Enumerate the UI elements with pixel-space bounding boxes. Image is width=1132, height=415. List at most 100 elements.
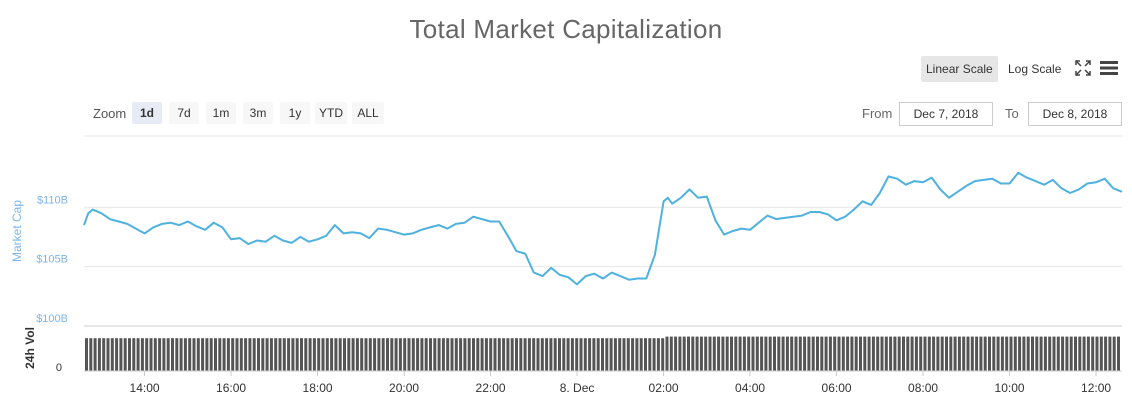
volume-bar (721, 336, 725, 371)
volume-bar (252, 338, 256, 371)
volume-bar (781, 336, 785, 371)
volume-bar (575, 338, 579, 371)
volume-bar (669, 336, 673, 371)
volume-bar (678, 336, 682, 371)
volume-bar (970, 336, 974, 371)
volume-bar (1035, 336, 1039, 371)
x-tick-label: 18:00 (303, 381, 333, 395)
zoom-1d-button[interactable]: 1d (132, 102, 162, 124)
volume-bar (966, 336, 970, 371)
volume-bar (738, 336, 742, 371)
y-tick-label: $110B (37, 194, 68, 206)
volume-bar (429, 338, 432, 371)
zoom-all-button[interactable]: ALL (352, 102, 384, 124)
linear-scale-button[interactable]: Linear Scale (921, 56, 998, 82)
x-tick-label: 22:00 (476, 381, 506, 395)
volume-bar (312, 338, 316, 371)
volume-bar (196, 338, 200, 371)
volume-bar (360, 338, 364, 371)
fullscreen-icon[interactable] (1075, 60, 1091, 76)
volume-bar (420, 338, 424, 371)
volume-bar (566, 338, 570, 371)
from-date-input[interactable]: Dec 7, 2018 (899, 102, 993, 126)
volume-bar (906, 336, 910, 371)
volume-bar (588, 338, 592, 371)
x-tick-label: 10:00 (995, 381, 1025, 395)
x-tick-label: 12:00 (1081, 381, 1111, 395)
volume-bar (433, 338, 437, 371)
zoom-1m-button[interactable]: 1m (206, 102, 236, 124)
volume-bars (85, 336, 1120, 371)
volume-bar (691, 336, 695, 371)
zoom-1y-button[interactable]: 1y (280, 102, 310, 124)
menu-icon[interactable] (1100, 60, 1118, 76)
volume-bar (936, 336, 940, 371)
volume-bar (1005, 336, 1009, 371)
x-tick-label: 20:00 (389, 381, 419, 395)
volume-bar (777, 336, 781, 371)
volume-bar (506, 338, 510, 371)
volume-bar (407, 338, 411, 371)
to-label: To (1005, 106, 1019, 121)
volume-bar (377, 338, 381, 371)
volume-bar (334, 338, 338, 371)
volume-bar (123, 338, 127, 371)
volume-bar (730, 336, 733, 371)
volume-bar (274, 338, 278, 371)
volume-bar (132, 338, 136, 371)
volume-bar (317, 338, 321, 371)
volume-bar (201, 338, 205, 371)
volume-bar (480, 338, 484, 371)
volume-bar (119, 338, 123, 371)
volume-bar (1091, 336, 1095, 371)
volume-bar (975, 336, 979, 371)
volume-bar (910, 336, 914, 371)
zoom-3m-button[interactable]: 3m (243, 102, 273, 124)
volume-bar (1082, 336, 1086, 371)
volume-bar (983, 336, 987, 371)
volume-bar (450, 338, 454, 371)
log-scale-button[interactable]: Log Scale (1008, 62, 1062, 76)
x-tick-label: 04:00 (735, 381, 765, 395)
volume-bar (205, 338, 209, 371)
volume-bar (717, 336, 721, 371)
volume-bar (166, 338, 170, 371)
volume-bar (394, 338, 398, 371)
volume-bar (1043, 336, 1047, 371)
volume-bar (523, 338, 527, 371)
volume-bar (102, 338, 106, 371)
volume-bar (897, 336, 901, 371)
volume-bar (785, 336, 789, 371)
market-cap-line (83, 171, 1123, 286)
volume-bar (162, 338, 166, 371)
volume-bar (218, 338, 222, 371)
y-tick-label: $100B (36, 313, 68, 325)
zoom-ytd-button[interactable]: YTD (315, 102, 347, 124)
volume-bar (940, 336, 944, 371)
volume-bar (188, 338, 192, 371)
volume-bar (751, 336, 755, 371)
volume-bar (364, 338, 368, 371)
volume-bar (601, 338, 604, 371)
volume-bar (257, 338, 260, 371)
volume-bar (704, 336, 708, 371)
volume-bar (583, 338, 587, 371)
volume-bar (828, 336, 832, 371)
from-label: From (862, 106, 893, 121)
volume-bar (1018, 336, 1022, 371)
volume-bar (807, 336, 811, 371)
volume-bar (957, 336, 961, 371)
x-tick-label: 06:00 (822, 381, 852, 395)
to-date-input[interactable]: Dec 8, 2018 (1028, 102, 1122, 126)
volume-bar (553, 338, 557, 371)
volume-bar (214, 338, 217, 371)
volume-bar (287, 338, 291, 371)
volume-bar (919, 336, 923, 371)
volume-bar (871, 336, 875, 371)
volume-bar (295, 338, 299, 371)
zoom-7d-button[interactable]: 7d (169, 102, 199, 124)
volume-bar (1056, 336, 1060, 371)
volume-bar (837, 336, 841, 371)
volume-bar (626, 338, 630, 371)
